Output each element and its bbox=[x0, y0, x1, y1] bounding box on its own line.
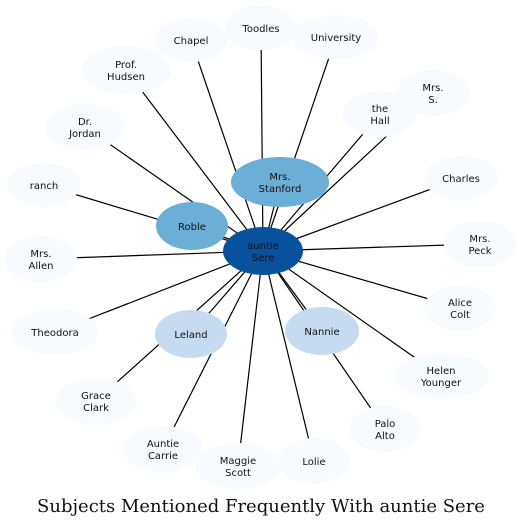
node-chapel: Chapel bbox=[155, 18, 227, 62]
node-charles-shape bbox=[424, 156, 498, 200]
node-grace-clark-shape bbox=[56, 378, 136, 424]
node-roble-label: Roble bbox=[178, 222, 206, 233]
node-nannie: Nannie bbox=[285, 307, 359, 355]
node-leland: Leland bbox=[155, 310, 227, 358]
node-alice-colt-label: Colt bbox=[450, 310, 470, 321]
node-prof-hudsen-label: Hudsen bbox=[107, 72, 145, 83]
node-mrs-peck-label: Peck bbox=[468, 246, 491, 257]
node-dr-jordan-shape bbox=[45, 104, 125, 150]
node-ranch-label: ranch bbox=[30, 181, 58, 192]
node-prof-hudsen-label: Prof. bbox=[115, 60, 137, 71]
edge-center-lolie bbox=[262, 250, 315, 462]
node-center-label: Sere bbox=[252, 253, 275, 264]
node-roble: Roble bbox=[156, 202, 228, 250]
node-lolie-shape bbox=[278, 438, 350, 484]
node-palo-alto-label: Alto bbox=[375, 431, 395, 442]
node-mrs-stanford-shape bbox=[231, 157, 329, 207]
node-mrs-allen: Mrs.Allen bbox=[5, 236, 77, 282]
node-mrs-peck: Mrs.Peck bbox=[444, 221, 516, 267]
node-theodora-shape bbox=[12, 309, 98, 355]
node-maggie-scott-shape bbox=[195, 443, 281, 489]
node-nannie-shape bbox=[285, 307, 359, 355]
node-mrs-stanford-label: Mrs. bbox=[269, 172, 290, 183]
node-auntie-carrie-label: Auntie bbox=[147, 439, 179, 450]
node-mrs-allen-label: Allen bbox=[29, 261, 54, 272]
node-auntie-carrie-shape bbox=[123, 426, 203, 472]
node-leland-label: Leland bbox=[174, 330, 207, 341]
node-ranch: ranch bbox=[8, 163, 80, 207]
node-helen-younger-label: Helen bbox=[427, 366, 456, 377]
node-palo-alto-label: Palo bbox=[375, 419, 396, 430]
edge-center-chapel bbox=[190, 39, 264, 252]
node-theodora: Theodora bbox=[12, 309, 98, 355]
node-nannie-label: Nannie bbox=[304, 327, 339, 338]
edge-center-ranch bbox=[43, 184, 264, 252]
node-grace-clark-label: Clark bbox=[83, 403, 109, 414]
node-alice-colt-shape bbox=[424, 285, 496, 331]
node-dr-jordan-label: Jordan bbox=[68, 129, 101, 140]
node-helen-younger-shape bbox=[394, 353, 488, 399]
node-toodles-label: Toodles bbox=[241, 24, 279, 35]
edge-center-university bbox=[262, 36, 337, 252]
diagram-title: Subjects Mentioned Frequently With aunti… bbox=[37, 496, 485, 517]
node-auntie-carrie-label: Carrie bbox=[148, 451, 178, 462]
node-dr-jordan-label: Dr. bbox=[78, 117, 92, 128]
node-helen-younger-label: Younger bbox=[420, 378, 462, 389]
node-chapel-shape bbox=[155, 18, 227, 62]
edge-center-helen-younger bbox=[262, 250, 442, 377]
node-leland-shape bbox=[155, 310, 227, 358]
node-mrs-s-label: S. bbox=[428, 95, 438, 106]
node-maggie-scott-label: Scott bbox=[225, 468, 251, 479]
node-charles-label: Charles bbox=[442, 174, 480, 185]
node-alice-colt-label: Alice bbox=[448, 298, 472, 309]
node-toodles: Toodles bbox=[225, 6, 297, 50]
node-palo-alto-shape bbox=[349, 406, 421, 452]
node-mrs-peck-label: Mrs. bbox=[469, 234, 490, 245]
node-mrs-allen-shape bbox=[5, 236, 77, 282]
node-maggie-scott-label: Maggie bbox=[220, 456, 256, 467]
node-mrs-allen-label: Mrs. bbox=[30, 249, 51, 260]
node-center-label: auntie bbox=[247, 241, 279, 252]
node-prof-hudsen: Prof.Hudsen bbox=[81, 46, 171, 94]
node-mrs-s-label: Mrs. bbox=[422, 83, 443, 94]
node-university: University bbox=[293, 15, 379, 59]
node-ranch-shape bbox=[8, 163, 80, 207]
node-charles: Charles bbox=[424, 156, 498, 200]
node-mrs-stanford-label: Stanford bbox=[259, 184, 302, 195]
edge-center-prof-hudsen bbox=[125, 69, 264, 252]
node-dr-jordan: Dr.Jordan bbox=[45, 104, 125, 150]
node-toodles-shape bbox=[225, 6, 297, 50]
node-lolie: Lolie bbox=[278, 438, 350, 484]
edge-center-maggie-scott bbox=[237, 250, 264, 467]
node-the-hall-label: the bbox=[372, 104, 388, 115]
node-theodora-label: Theodora bbox=[30, 328, 78, 339]
node-mrs-peck-shape bbox=[444, 221, 516, 267]
node-chapel-label: Chapel bbox=[174, 36, 209, 47]
node-university-shape bbox=[293, 15, 379, 59]
node-prof-hudsen-shape bbox=[81, 46, 171, 94]
edge-center-dr-jordan bbox=[84, 126, 264, 252]
node-mrs-s: Mrs.S. bbox=[396, 70, 470, 116]
node-roble-shape bbox=[156, 202, 228, 250]
node-the-hall-label: Hall bbox=[370, 116, 389, 127]
node-lolie-label: Lolie bbox=[302, 457, 325, 468]
node-mrs-s-shape bbox=[396, 70, 470, 116]
node-grace-clark-label: Grace bbox=[81, 391, 111, 402]
node-the-hall-shape bbox=[343, 91, 417, 137]
node-center-shape bbox=[223, 227, 303, 275]
edge-center-toodles bbox=[260, 27, 264, 252]
node-mrs-stanford: Mrs.Stanford bbox=[231, 157, 329, 207]
node-university-label: University bbox=[311, 33, 362, 44]
